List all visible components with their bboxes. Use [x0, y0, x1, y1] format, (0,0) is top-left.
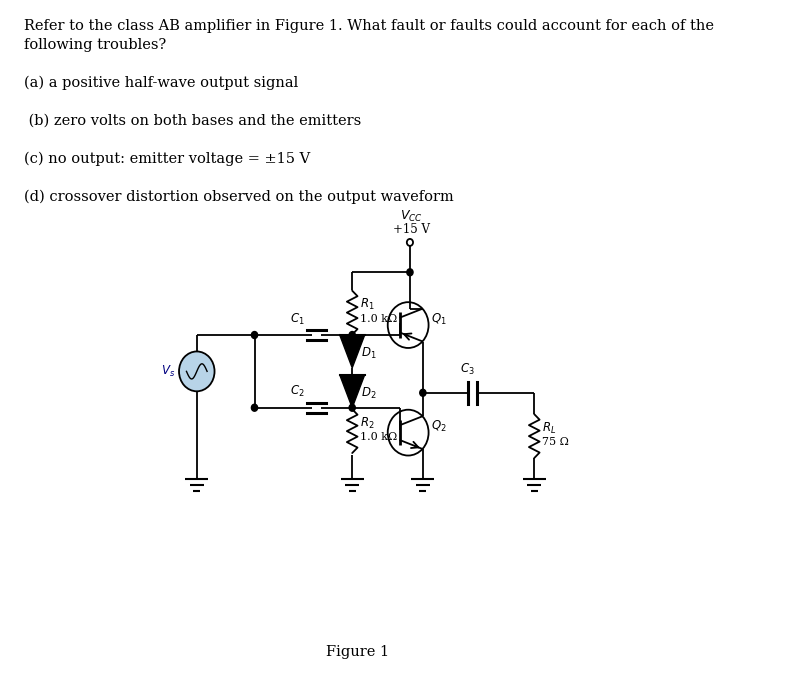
Text: $D_2$: $D_2$ — [361, 385, 376, 401]
Circle shape — [251, 405, 257, 411]
Text: $C_3$: $C_3$ — [460, 362, 475, 377]
Circle shape — [251, 332, 257, 338]
Text: Refer to the class AB amplifier in Figure 1. What fault or faults could account : Refer to the class AB amplifier in Figur… — [23, 19, 713, 33]
Text: $Q_1$: $Q_1$ — [431, 311, 447, 327]
Text: +15 V: +15 V — [393, 223, 430, 236]
Text: $V_{CC}$: $V_{CC}$ — [400, 209, 423, 225]
Text: (a) a positive half-wave output signal: (a) a positive half-wave output signal — [23, 76, 298, 91]
Text: $V_s$: $V_s$ — [161, 364, 176, 379]
Text: 75 Ω: 75 Ω — [541, 437, 569, 447]
Polygon shape — [339, 335, 364, 368]
Text: $R_2$: $R_2$ — [360, 415, 375, 430]
Circle shape — [407, 269, 412, 276]
Circle shape — [419, 390, 425, 396]
Text: $R_L$: $R_L$ — [541, 421, 556, 436]
Text: $C_1$: $C_1$ — [290, 311, 305, 327]
Text: $C_2$: $C_2$ — [290, 384, 305, 399]
Circle shape — [349, 405, 354, 411]
Text: 1.0 kΩ: 1.0 kΩ — [360, 432, 397, 442]
Text: Figure 1: Figure 1 — [326, 645, 389, 659]
Text: $Q_2$: $Q_2$ — [431, 419, 447, 434]
Text: (d) crossover distortion observed on the output waveform: (d) crossover distortion observed on the… — [23, 189, 453, 204]
Text: (b) zero volts on both bases and the emitters: (b) zero volts on both bases and the emi… — [23, 114, 360, 128]
Text: following troubles?: following troubles? — [23, 38, 166, 52]
Text: $D_1$: $D_1$ — [361, 346, 376, 361]
Text: (c) no output: emitter voltage = ±15 V: (c) no output: emitter voltage = ±15 V — [23, 152, 310, 166]
Text: 1.0 kΩ: 1.0 kΩ — [360, 313, 397, 323]
Circle shape — [179, 351, 214, 392]
Text: $R_1$: $R_1$ — [360, 297, 375, 312]
Polygon shape — [339, 375, 364, 408]
Circle shape — [349, 332, 354, 338]
